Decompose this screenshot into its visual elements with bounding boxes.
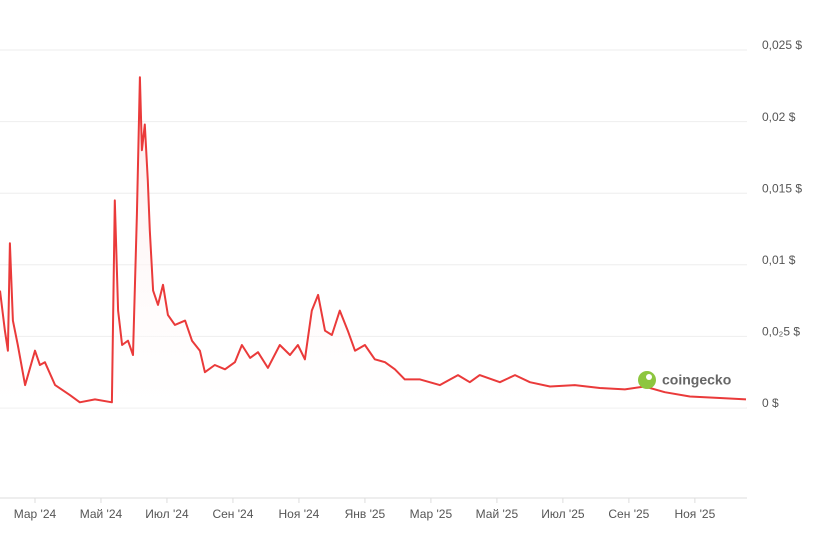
x-tick-label: Май '24 xyxy=(80,507,123,521)
x-tick-label: Мар '25 xyxy=(410,507,453,521)
x-tick-label: Мар '24 xyxy=(14,507,57,521)
x-tick-label: Сен '25 xyxy=(608,507,649,521)
y-tick-label: 0 $ xyxy=(762,396,779,410)
x-tick-label: Ноя '24 xyxy=(279,507,320,521)
y-tick-label: 0,02 $ xyxy=(762,110,796,124)
x-tick-label: Сен '24 xyxy=(212,507,253,521)
logo xyxy=(638,371,656,389)
x-tick-label: Июл '24 xyxy=(145,507,189,521)
watermark: coingecko xyxy=(662,372,731,388)
x-tick-label: Ноя '25 xyxy=(674,507,715,521)
price-line xyxy=(0,76,747,404)
x-tick-label: Май '25 xyxy=(476,507,519,521)
y-tick-label: 0,025 $ xyxy=(762,38,802,52)
y-tick-label: 0,0₂5 $ xyxy=(762,325,800,339)
x-tick-label: Янв '25 xyxy=(345,507,386,521)
y-tick-label: 0,015 $ xyxy=(762,181,802,195)
y-tick-label: 0,01 $ xyxy=(762,253,796,267)
x-tick-label: Июл '25 xyxy=(541,507,585,521)
